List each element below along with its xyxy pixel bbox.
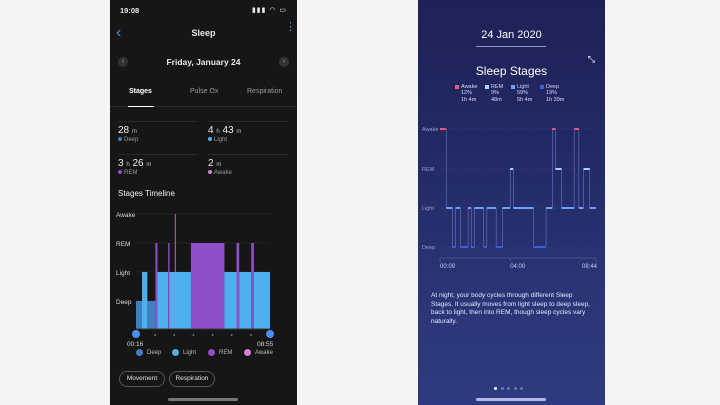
respiration-button[interactable]: Respiration — [169, 371, 215, 387]
stage-segment-light — [175, 272, 191, 329]
x-start-label: 00:16 — [127, 341, 144, 348]
legend-awake: Awake — [244, 349, 273, 356]
timeline-title: Stages Timeline — [118, 189, 175, 198]
page-dot[interactable] — [507, 387, 510, 390]
stage-segment-light — [253, 272, 270, 329]
stage-segment-deep — [136, 301, 143, 329]
x-tick-label: 00:09 — [440, 264, 456, 270]
stage-segment-light — [169, 272, 175, 329]
x-tick-dot — [154, 334, 157, 336]
collapse-icon[interactable]: ⤡ — [587, 54, 595, 64]
y-tick-label: Awake — [422, 127, 438, 133]
y-tick-label: Awake — [116, 212, 136, 219]
legend-deep: Deep — [136, 349, 161, 356]
stat-rem: 3 h 26 m REM — [118, 154, 198, 185]
status-time: 19:08 — [120, 6, 140, 15]
x-tick-label: 08:44 — [582, 264, 598, 270]
previous-day-icon[interactable]: ‹ — [118, 57, 128, 67]
legend-light: Light — [172, 349, 196, 356]
y-tick-label: Deep — [116, 299, 132, 306]
light-dot-icon — [208, 137, 212, 142]
rem-dot-icon — [118, 170, 122, 175]
legend-rem: REM 9% 48m — [485, 84, 503, 104]
stages-timeline-chart: Awake REM Light Deep 00:16 08:55 — [116, 212, 274, 348]
active-tab-indicator — [128, 105, 154, 107]
page-dot[interactable] — [500, 387, 504, 390]
sleep-start-icon — [132, 330, 140, 338]
fitbit-sleep-screen: 24 Jan 2020 ⤡ Sleep Stages Awake 12% 1h 4… — [418, 0, 605, 405]
selected-date[interactable]: 24 Jan 2020 — [481, 29, 542, 41]
legend-rem: REM — [208, 349, 232, 356]
wake-alarm-icon — [266, 330, 274, 338]
x-tick-dot — [230, 334, 233, 336]
legend-deep: Deep 19% 1h 39m — [540, 84, 564, 104]
home-indicator[interactable] — [476, 398, 546, 401]
stage-segment-awake — [174, 214, 176, 329]
stat-light: 4 h 43 m Light — [208, 121, 288, 152]
page-title: Sleep — [191, 28, 216, 38]
date-selector: ‹ Friday, January 24 › — [110, 52, 297, 74]
stage-segment-rem — [190, 243, 225, 329]
sleep-stages-chart: Awake REM Light Deep 00:09 04:00 08:44 — [422, 127, 598, 270]
stage-segment-light — [224, 272, 237, 329]
deep-dot-icon — [118, 137, 122, 142]
y-tick-label: Light — [422, 206, 434, 212]
y-tick-label: Deep — [422, 245, 435, 251]
x-tick-label: 04:00 — [510, 264, 526, 270]
stage-segment-rem — [236, 243, 240, 329]
status-icons: ▮▮▮ ◠ ▭ — [251, 7, 287, 14]
back-chevron-icon[interactable]: ‹ — [116, 24, 122, 41]
nav-bar: ‹ Sleep ⋮ — [110, 22, 297, 46]
page-dot[interactable] — [520, 387, 523, 390]
sleep-stages-description: At night, your body cycles through diffe… — [431, 292, 590, 325]
next-day-icon[interactable]: › — [279, 57, 289, 67]
x-tick-dot — [192, 334, 195, 336]
sleep-stages-title: Sleep Stages — [475, 64, 548, 78]
x-tick-dot — [173, 334, 176, 336]
page-dot[interactable] — [494, 387, 497, 390]
tab-respiration[interactable]: Respiration — [247, 88, 283, 95]
stat-deep: 28 m Deep — [118, 121, 198, 152]
y-tick-label: REM — [116, 241, 130, 248]
legend-light: Light 59% 5h 4m — [511, 84, 532, 104]
tab-bar: Stages Pulse Ox Respiration — [110, 84, 297, 107]
stat-awake: 2 m Awake — [208, 154, 288, 185]
stage-segment-rem — [251, 243, 254, 329]
date-underline — [476, 46, 546, 47]
home-indicator[interactable] — [168, 398, 238, 401]
stage-segment-rem — [155, 243, 158, 329]
stage-segment-light — [239, 272, 252, 329]
x-tick-dot — [211, 334, 214, 336]
page-dot[interactable] — [513, 387, 517, 390]
x-end-label: 08:55 — [257, 341, 274, 348]
tab-stages[interactable]: Stages — [129, 88, 152, 95]
awake-dot-icon — [208, 170, 212, 175]
stage-segment-light — [142, 272, 148, 329]
x-tick-dot — [249, 334, 252, 336]
status-bar: 19:08 ▮▮▮ ◠ ▭ — [110, 0, 297, 22]
stage-segment-deep — [147, 301, 156, 329]
movement-button[interactable]: Movement — [119, 371, 165, 387]
stage-segment-rem — [168, 243, 170, 329]
page-indicator — [494, 377, 527, 395]
legend-awake: Awake 12% 1h 4m — [455, 84, 477, 104]
y-tick-label: Light — [116, 270, 130, 277]
selected-date: Friday, January 24 — [166, 57, 241, 67]
garmin-sleep-screen: 19:08 ▮▮▮ ◠ ▭ ‹ Sleep ⋮ ‹ Friday, Januar… — [110, 0, 297, 405]
tab-pulse-ox[interactable]: Pulse Ox — [190, 88, 219, 95]
stage-segment-light — [157, 272, 169, 329]
y-tick-label: REM — [422, 167, 435, 173]
